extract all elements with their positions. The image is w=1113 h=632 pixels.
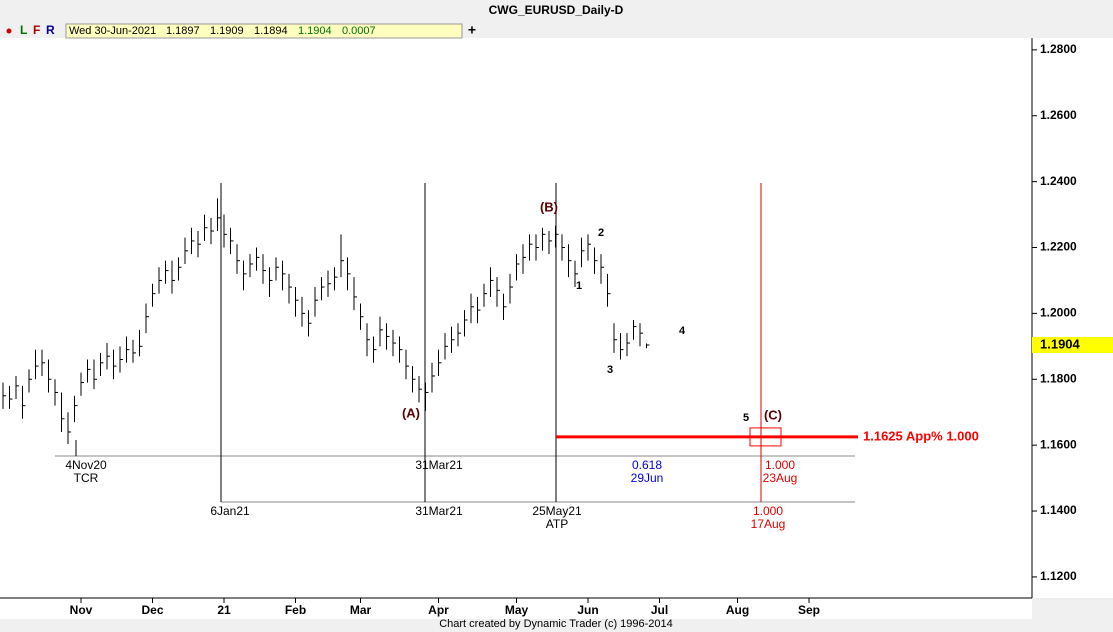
toolbar-button[interactable]: F	[33, 23, 40, 37]
time-marker-label: ATP	[546, 517, 568, 531]
chart-title: CWG_EURUSD_Daily-D	[489, 3, 624, 17]
wave-label: 1	[576, 280, 582, 292]
x-tick-label: May	[505, 603, 529, 617]
time-marker-label: 1.000	[753, 504, 783, 518]
dot-button[interactable]	[6, 28, 12, 34]
y-tick-label: 1.2000	[1040, 306, 1077, 320]
x-tick-label: Jun	[577, 603, 598, 617]
x-tick-label: Apr	[428, 603, 449, 617]
wave-label: 4	[679, 325, 686, 337]
target-label: 1.1625 App% 1.000	[863, 428, 979, 443]
current-price-badge	[1032, 337, 1113, 354]
wave-label: 3	[607, 364, 613, 376]
wave-label: (C)	[764, 407, 782, 422]
y-tick-label: 1.2400	[1040, 174, 1077, 188]
footer: Chart created by Dynamic Trader (c) 1996…	[439, 618, 673, 630]
toolbar-button[interactable]: L	[20, 23, 27, 37]
info-open: 1.1897	[166, 25, 200, 37]
x-tick-label: Sep	[798, 603, 820, 617]
wave-label: (B)	[540, 199, 558, 214]
y-tick-label: 1.1600	[1040, 437, 1077, 451]
y-tick-label: 1.2200	[1040, 240, 1077, 254]
time-marker-label: 1.000	[765, 458, 795, 472]
time-marker-label: 25May21	[532, 504, 582, 518]
x-tick-label: Nov	[70, 603, 93, 617]
time-marker-label: 31Mar21	[415, 458, 463, 472]
x-tick-label: Feb	[285, 603, 306, 617]
y-tick-label: 1.2800	[1040, 42, 1077, 56]
toolbar-button[interactable]: R	[46, 23, 55, 37]
info-date: Wed 30-Jun-2021	[69, 25, 156, 37]
info-close: 1.1904	[298, 25, 332, 37]
time-marker-label: 0.618	[632, 458, 662, 472]
x-tick-label: 21	[217, 603, 231, 617]
info-high: 1.1909	[210, 25, 244, 37]
plot-area	[0, 38, 1032, 598]
info-low: 1.1894	[254, 25, 288, 37]
time-marker-label: 29Jun	[631, 471, 664, 485]
info-box	[65, 23, 463, 39]
x-tick-label: Dec	[141, 603, 163, 617]
wave-label: 5	[743, 412, 749, 424]
current-price-label: 1.1904	[1040, 336, 1081, 351]
target-box	[749, 427, 782, 447]
x-tick-label: Aug	[726, 603, 749, 617]
wave-label: 2	[598, 227, 604, 239]
time-marker-label: TCR	[74, 471, 99, 485]
price-axis-area	[1032, 38, 1113, 598]
time-marker-label: 4Nov20	[65, 458, 107, 472]
time-axis-area	[0, 598, 1032, 619]
add-button[interactable]: +	[468, 22, 476, 38]
y-tick-label: 1.1800	[1040, 371, 1077, 385]
time-marker-label: 6Jan21	[210, 504, 250, 518]
wave-label: (A)	[402, 405, 420, 420]
y-tick-label: 1.1200	[1040, 569, 1077, 583]
time-marker-label: 31Mar21	[415, 504, 463, 518]
x-tick-label: Jul	[651, 603, 668, 617]
info-change: 0.0007	[342, 25, 376, 37]
x-tick-label: Mar	[350, 603, 372, 617]
time-marker-label: 17Aug	[751, 517, 786, 531]
y-tick-label: 1.2600	[1040, 108, 1077, 122]
time-marker-label: 23Aug	[763, 471, 798, 485]
y-tick-label: 1.1400	[1040, 503, 1077, 517]
